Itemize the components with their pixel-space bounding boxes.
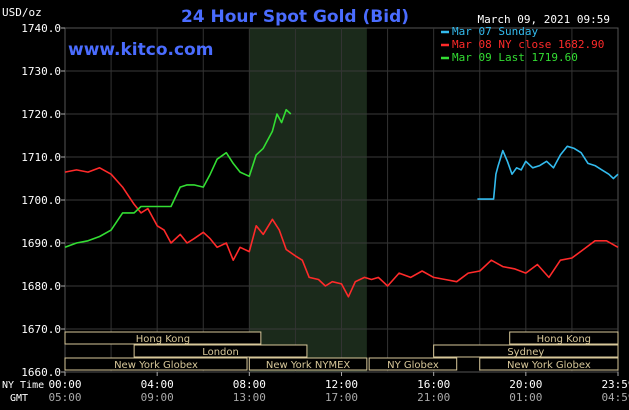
market-session-label: NY Globex: [387, 360, 439, 371]
y-tick-label: 1730.0: [21, 65, 61, 78]
y-tick-label: 1680.0: [21, 280, 61, 293]
market-session-box: [133, 344, 308, 358]
x-tick-label-gmt: 13:00: [233, 391, 266, 404]
y-tick-label: 1700.0: [21, 194, 61, 207]
x-tick-label-ny: 23:59: [601, 378, 629, 391]
units-label: USD/oz: [2, 6, 42, 19]
market-session-label: Hong Kong: [136, 334, 190, 345]
x-tick-label-gmt: 05:00: [48, 391, 81, 404]
y-tick-label: 1670.0: [21, 323, 61, 336]
x-tick-label-gmt: 21:00: [417, 391, 450, 404]
legend-entry: Mar 09 Last 1719.60: [452, 51, 578, 64]
site-url[interactable]: www.kitco.com: [68, 40, 213, 60]
y-tick-label: 1740.0: [21, 22, 61, 35]
gmt-label: GMT: [10, 393, 28, 404]
x-tick-label-gmt: 09:00: [141, 391, 174, 404]
legend-entry: Mar 08 NY close 1682.90: [452, 38, 604, 51]
market-session-label: New York Globex: [507, 360, 591, 371]
market-session-label: Hong Kong: [537, 334, 591, 345]
x-tick-label-ny: 08:00: [233, 378, 266, 391]
market-session-label: New York Globex: [114, 360, 198, 371]
x-tick-label-gmt: 17:00: [325, 391, 358, 404]
legend-entry: Mar 07 Sunday: [452, 25, 538, 38]
market-session-box: [64, 331, 262, 345]
chart-title: 24 Hour Spot Gold (Bid): [181, 7, 409, 27]
x-tick-label-ny: 16:00: [417, 378, 450, 391]
x-tick-label-gmt: 01:00: [509, 391, 542, 404]
market-session-box: [433, 344, 619, 358]
market-session-label: New York NYMEX: [266, 360, 351, 371]
x-tick-label-ny: 20:00: [509, 378, 542, 391]
y-tick-label: 1710.0: [21, 151, 61, 164]
market-session-box: [479, 357, 619, 371]
x-tick-label-ny: 12:00: [325, 378, 358, 391]
market-session-label: London: [202, 347, 239, 358]
y-tick-label: 1660.0: [21, 366, 61, 379]
market-session-label: Sydney: [507, 347, 544, 358]
x-tick-label-ny: 00:00: [48, 378, 81, 391]
market-session-box: [64, 357, 248, 371]
market-session-box: [248, 357, 368, 371]
y-tick-label: 1690.0: [21, 237, 61, 250]
chart-date: March 09, 2021 09:59: [478, 13, 610, 26]
market-session-box: [368, 357, 458, 371]
x-tick-label-gmt: 04:59: [601, 391, 629, 404]
y-tick-label: 1720.0: [21, 108, 61, 121]
series-line: [64, 108, 292, 249]
series-line: [64, 167, 619, 298]
series-line: [477, 145, 619, 200]
market-session-box: [509, 331, 619, 345]
x-tick-label-ny: 04:00: [141, 378, 174, 391]
ny-time-label: NY Time: [2, 380, 44, 391]
